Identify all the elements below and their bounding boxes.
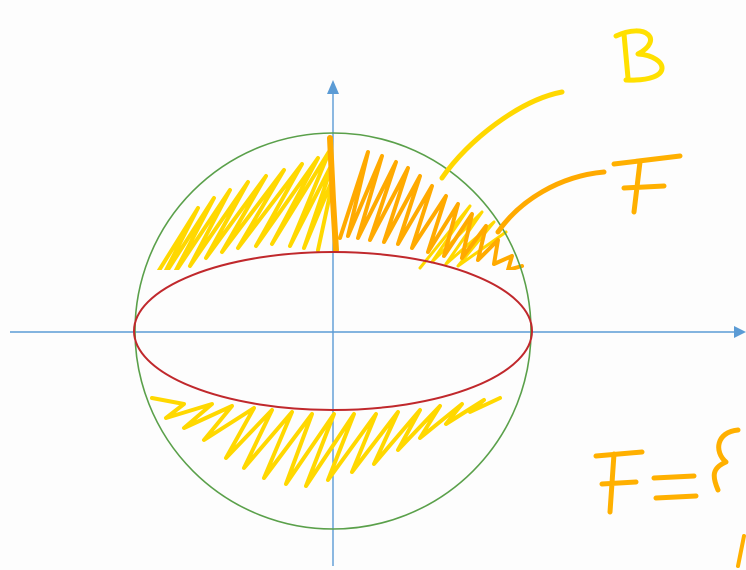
region-f-center-stroke	[327, 135, 339, 253]
horizontal-axis-arrow-icon	[734, 326, 746, 338]
label-b: B	[613, 28, 665, 83]
formula: F=	[593, 427, 746, 568]
label-b-text: B	[646, 59, 648, 61]
label-f-text: F	[650, 189, 652, 191]
equator-ellipse	[133, 251, 533, 411]
pointer-f	[495, 169, 607, 235]
formula-extra-stroke	[736, 534, 746, 568]
vertical-axis-arrow-icon	[327, 80, 339, 94]
label-b-glyph	[613, 28, 665, 83]
pointer-b	[439, 89, 565, 181]
formula-glyphs	[593, 427, 741, 515]
region-f-hatching	[338, 150, 524, 270]
lower-hemisphere-hatching	[150, 396, 502, 488]
formula-text: F=	[640, 489, 643, 491]
label-f: F	[611, 153, 683, 215]
coordinate-axes	[10, 80, 746, 566]
label-f-glyph	[611, 153, 683, 215]
region-b-hatching	[156, 148, 333, 270]
